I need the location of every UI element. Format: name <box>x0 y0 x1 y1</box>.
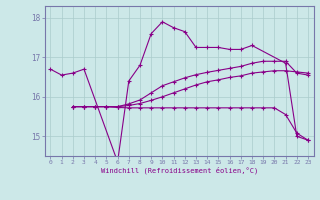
X-axis label: Windchill (Refroidissement éolien,°C): Windchill (Refroidissement éolien,°C) <box>100 167 258 174</box>
